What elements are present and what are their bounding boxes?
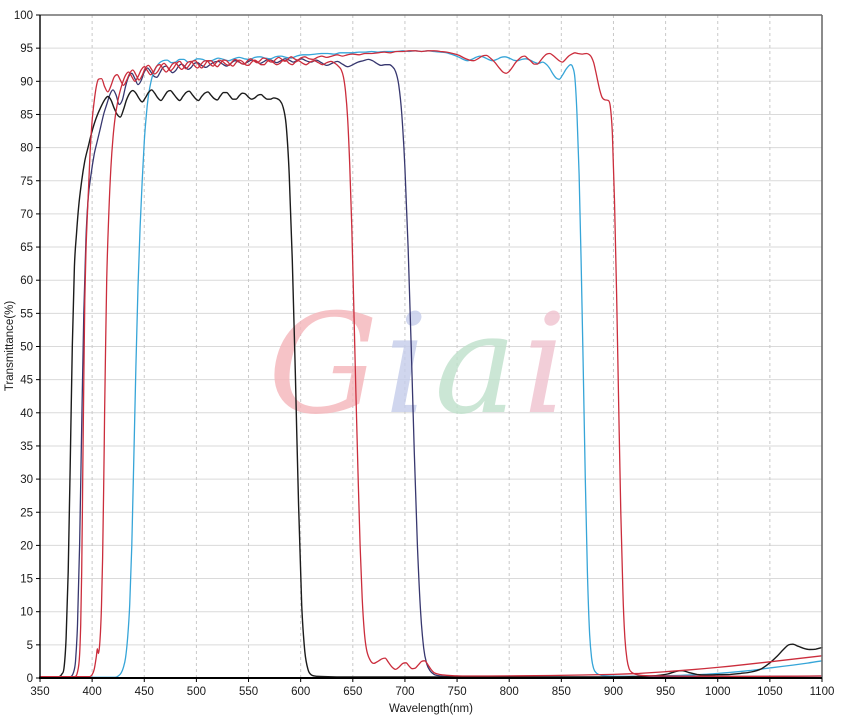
x-tick-label: 350: [30, 686, 49, 698]
watermark-letter: a: [434, 284, 522, 445]
x-tick-label: 1100: [810, 686, 835, 698]
x-tick-label: 550: [239, 686, 258, 698]
y-tick-label: 95: [20, 43, 33, 55]
y-tick-label: 40: [20, 408, 33, 420]
y-tick-label: 25: [20, 507, 33, 519]
watermark-giai: Giai: [268, 284, 573, 445]
frame-layer: [39, 14, 823, 679]
y-tick-label: 75: [20, 176, 33, 188]
watermark-letter: G: [268, 284, 384, 445]
y-tick-label: 20: [20, 540, 33, 552]
series-layer: [39, 50, 823, 678]
y-axis-title: Transmittance(%): [4, 301, 16, 391]
series-red-pass-395-650: [39, 59, 823, 678]
y-tick-label: 70: [20, 209, 33, 221]
y-tick-label: 90: [20, 76, 33, 88]
x-tick-label: 700: [395, 686, 414, 698]
y-tick-label: 100: [14, 10, 33, 22]
x-tick-label: 450: [135, 686, 154, 698]
y-tick-label: 45: [20, 375, 33, 387]
grid-layer: [40, 15, 822, 678]
x-axis-title: Wavelength(nm): [389, 703, 473, 715]
x-tick-label: 950: [656, 686, 675, 698]
tick-layer: 350 400 450 500 550 600 650 700 750 800 850 900 950 1…: [14, 10, 835, 698]
y-tick-label: 55: [20, 308, 33, 320]
y-tick-label: 10: [20, 607, 33, 619]
y-tick-label: 5: [27, 640, 33, 652]
x-tick-label: 600: [291, 686, 310, 698]
y-tick-label: 80: [20, 143, 33, 155]
y-tick-label: 0: [27, 673, 33, 685]
series-red-pass-415-900: [39, 50, 823, 678]
watermark-letter: i: [523, 284, 573, 445]
x-tick-label: 1050: [757, 686, 783, 698]
y-tick-label: 30: [20, 474, 33, 486]
y-tick-label: 65: [20, 242, 33, 254]
x-tick-label: 800: [500, 686, 519, 698]
x-tick-label: 400: [83, 686, 102, 698]
x-tick-label: 500: [187, 686, 206, 698]
y-tick-label: 15: [20, 574, 33, 586]
watermark-letter: i: [384, 284, 434, 445]
y-tick-label: 35: [20, 441, 33, 453]
x-tick-label: 900: [604, 686, 623, 698]
x-tick-label: 750: [447, 686, 466, 698]
y-tick-label: 85: [20, 109, 33, 121]
x-tick-label: 650: [343, 686, 362, 698]
y-tick-label: 50: [20, 342, 33, 354]
x-tick-label: 850: [552, 686, 571, 698]
y-tick-label: 60: [20, 275, 33, 287]
x-tick-label: 1000: [705, 686, 731, 698]
